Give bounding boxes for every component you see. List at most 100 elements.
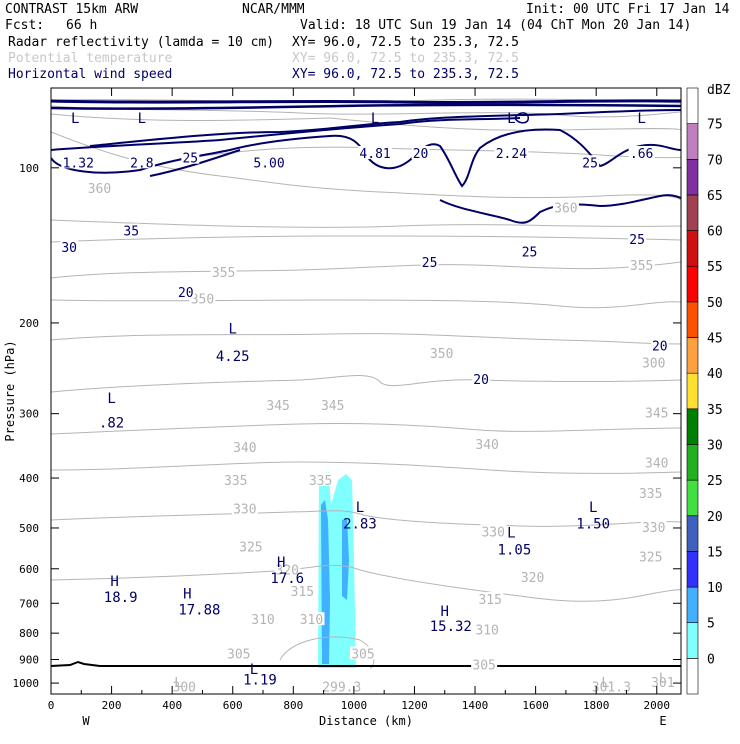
theta-label-bg xyxy=(552,200,579,214)
theta-label-bg xyxy=(649,675,676,689)
wind-low-high: 4.25 xyxy=(216,349,250,365)
wind-low-high: H xyxy=(183,586,191,602)
colorbar-box xyxy=(686,301,699,338)
x-tick-label: 1800 xyxy=(583,699,610,712)
wind-low-high: L xyxy=(71,111,79,127)
theta-contour xyxy=(189,146,681,159)
wind-label: 20 xyxy=(473,373,489,388)
wind-label: 25 xyxy=(629,233,645,248)
theta-label: 305 xyxy=(351,647,374,662)
wind-label: 1.32 xyxy=(63,156,94,171)
valid-time: Valid: 18 UTC Sun 19 Jan 14 (04 ChT Mon … xyxy=(300,18,691,33)
colorbar-box xyxy=(686,444,699,481)
wind-low-high: L xyxy=(371,111,379,127)
x-tick-label: 1000 xyxy=(341,699,368,712)
wind-low-high: L xyxy=(507,525,515,541)
theta-label-bg xyxy=(231,501,258,515)
y-tick-label: 800 xyxy=(19,627,39,640)
fcst-value: 66 h xyxy=(66,18,97,33)
colorbar-box xyxy=(686,87,699,124)
theta-label: 305 xyxy=(227,647,250,662)
theta-label: 310 xyxy=(251,613,274,628)
colorbar-tick-label: 60 xyxy=(707,225,723,240)
theta-label: 315 xyxy=(478,593,501,608)
wind-low-high: L xyxy=(138,111,146,127)
colorbar-box xyxy=(686,265,699,303)
theta-label: 310 xyxy=(300,613,323,628)
wind-labels: 1.32 2.8 25 5.00 4.81 20 2.24 25 .66 35 30 20 25 25 25… xyxy=(60,145,669,388)
colorbar-boxes xyxy=(686,87,699,695)
theta-label-bg xyxy=(320,679,363,693)
colorbar-box xyxy=(686,372,699,410)
colorbar-tick-label: 10 xyxy=(707,581,723,596)
wind-low-high: 18.9 xyxy=(104,590,138,606)
colorbar-unit: dBZ xyxy=(707,83,731,98)
wind-label: .66 xyxy=(630,147,653,162)
theta-label: 320 xyxy=(276,564,299,579)
wind-label-bg xyxy=(520,244,539,258)
center-name: NCAR/MMM xyxy=(242,2,305,17)
wind-low-high: H xyxy=(277,555,285,571)
wind-low-high: L xyxy=(589,500,597,516)
y-tick-label: 500 xyxy=(19,522,39,535)
colorbar-tick-label: 30 xyxy=(707,438,723,453)
theta-label-bg xyxy=(474,622,501,636)
wind-label: 5.00 xyxy=(253,156,284,171)
theta-label: 335 xyxy=(224,474,247,489)
wind-low-high: 1.19 xyxy=(243,673,277,689)
theta-label-bg xyxy=(225,646,252,660)
theta-low-high: L xyxy=(174,676,182,691)
wind-label-bg xyxy=(494,145,529,159)
theta-label-bg xyxy=(222,472,249,486)
theta-contour xyxy=(279,636,375,669)
wind-label-bg xyxy=(411,145,430,159)
theta-label: 330 xyxy=(233,502,256,517)
x-tick-label: 800 xyxy=(283,699,303,712)
wind-low-high: L xyxy=(229,321,237,337)
colorbar-box xyxy=(686,194,699,231)
theta-contour xyxy=(51,105,681,118)
field-xy-wind: XY= 96.0, 72.5 to 235.3, 72.5 xyxy=(292,67,519,82)
colorbar-tick-label: 5 xyxy=(707,617,715,632)
wind-label-bg xyxy=(252,155,287,169)
wind-contours xyxy=(51,99,681,224)
theta-label: 345 xyxy=(321,399,344,414)
surface-line xyxy=(50,660,681,667)
x-tick-label: 1200 xyxy=(401,699,428,712)
theta-label: 355 xyxy=(212,266,235,281)
theta-label-bg xyxy=(298,612,325,626)
wind-label: 4.81 xyxy=(359,147,390,162)
y-tick-label: 300 xyxy=(19,408,39,421)
theta-contours xyxy=(51,98,681,669)
theta-label-bg xyxy=(289,583,316,597)
theta-label: 345 xyxy=(645,407,668,422)
wind-low-high: 1.05 xyxy=(498,542,532,558)
theta-contour xyxy=(51,235,681,243)
theta-contour xyxy=(51,333,681,345)
theta-label-bg xyxy=(628,257,655,271)
theta-label-bg xyxy=(171,679,198,693)
wind-label-bg xyxy=(628,231,647,245)
theta-label-bg xyxy=(637,549,664,563)
wind-low-high: 1.50 xyxy=(576,516,610,532)
wind-label-bg xyxy=(122,223,141,237)
wind-low-high: L xyxy=(250,662,258,678)
colorbar-box xyxy=(686,515,699,552)
x-tick-label: 1600 xyxy=(522,699,549,712)
colorbar-ticks: 0 5 10 15 20 25 30 35 40 45 50 55 60 65 70 75 xyxy=(707,118,723,668)
theta-contour xyxy=(51,422,681,435)
wind-contour-35 xyxy=(89,109,681,147)
wind-label-bg xyxy=(628,145,655,159)
theta-label-bg xyxy=(319,398,346,412)
theta-label: 340 xyxy=(475,438,498,453)
wind-label-bg xyxy=(176,285,195,299)
theta-labels: 360 355 360 355 350 350 300 345 345 345 340 340 340 3… xyxy=(86,181,676,696)
theta-label-bg xyxy=(643,455,670,469)
wind-low-high: .82 xyxy=(99,415,124,431)
colorbar-tick-label: 65 xyxy=(707,189,723,204)
colorbar-tick-label: 40 xyxy=(707,367,723,382)
wind-label: 20 xyxy=(652,339,668,354)
wind-label: 35 xyxy=(123,225,139,240)
